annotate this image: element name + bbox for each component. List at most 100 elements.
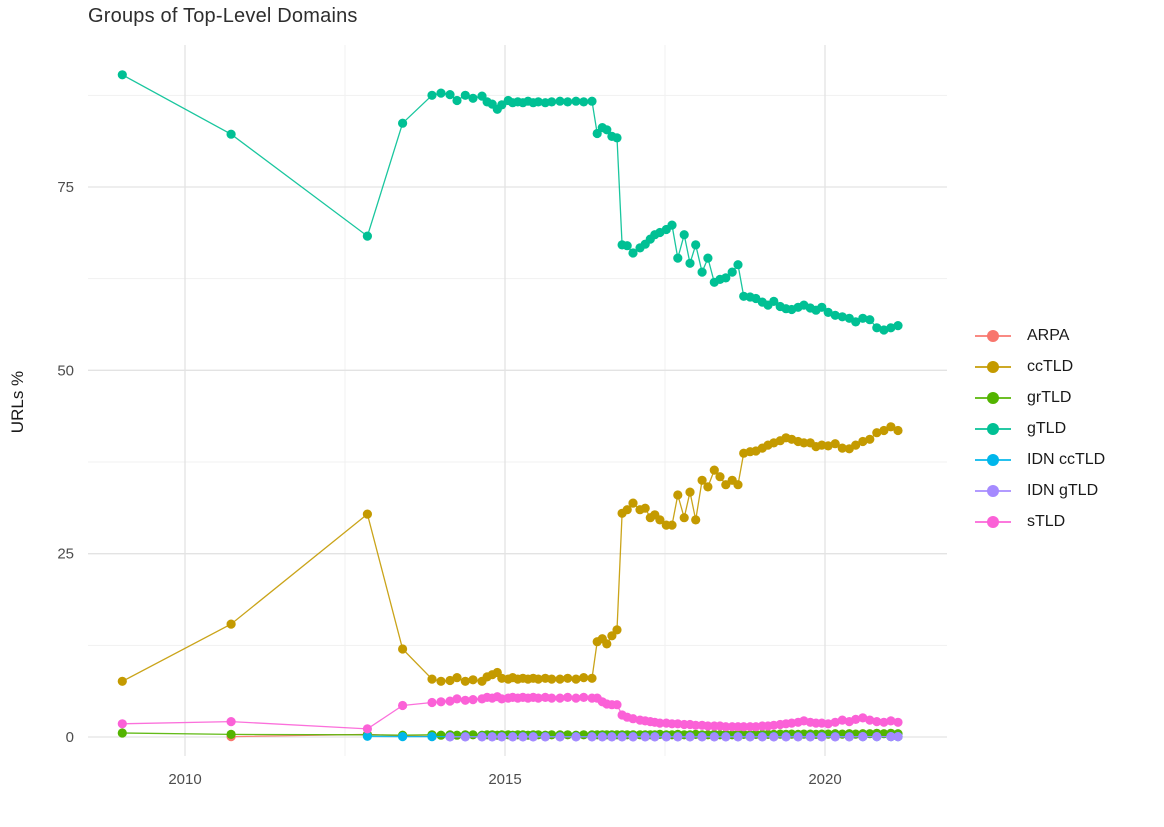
legend-key-icon xyxy=(975,453,1011,466)
data-point-idn-gtld xyxy=(477,732,487,742)
data-point-idn-gtld xyxy=(805,732,815,742)
data-point-cctld xyxy=(823,441,833,451)
data-point-idn-gtld xyxy=(607,732,617,742)
data-point-idn-gtld xyxy=(497,732,507,742)
data-point-cctld xyxy=(655,515,665,525)
data-point-stld xyxy=(879,717,889,727)
data-point-idn-gtld xyxy=(793,732,803,742)
legend-key-icon xyxy=(975,360,1011,373)
data-point-cctld xyxy=(226,619,236,629)
data-point-cctld xyxy=(555,674,565,684)
data-point-idn-gtld xyxy=(769,732,779,742)
data-point-gtld xyxy=(445,90,455,100)
data-point-grtld xyxy=(436,730,446,740)
x-tick-label: 2020 xyxy=(808,771,841,788)
legend-key-icon xyxy=(975,391,1011,404)
data-point-idn-gtld xyxy=(661,732,671,742)
data-point-stld xyxy=(226,717,236,727)
data-point-stld xyxy=(460,695,470,705)
data-point-gtld xyxy=(727,267,737,277)
data-point-idn-gtld xyxy=(597,732,607,742)
data-point-stld xyxy=(427,697,437,708)
data-point-cctld xyxy=(460,676,470,686)
data-point-cctld xyxy=(445,675,455,686)
data-point-cctld xyxy=(865,434,875,444)
data-point-cctld xyxy=(851,440,861,450)
data-point-stld xyxy=(893,717,903,727)
data-point-gtld xyxy=(579,97,589,107)
data-point-stld xyxy=(837,715,847,725)
data-point-idn-gtld xyxy=(487,732,497,742)
data-point-cctld xyxy=(872,428,882,438)
data-point-idn-gtld xyxy=(830,732,840,742)
data-point-gtld xyxy=(837,312,847,322)
data-point-gtld xyxy=(468,93,478,103)
data-point-idn-cctld xyxy=(362,731,372,741)
data-point-cctld xyxy=(533,674,543,684)
data-point-stld xyxy=(865,715,875,725)
data-point-gtld xyxy=(769,296,779,306)
legend-key-icon xyxy=(975,484,1011,497)
y-tick-label: 75 xyxy=(57,179,74,196)
data-point-idn-gtld xyxy=(587,732,597,742)
data-point-cctld xyxy=(602,639,612,649)
data-point-stld xyxy=(117,719,127,729)
data-point-gtld xyxy=(667,220,677,230)
data-point-gtld xyxy=(587,96,597,106)
data-point-cctld xyxy=(612,625,622,635)
data-point-idn-gtld xyxy=(540,732,550,742)
data-point-stld xyxy=(721,722,731,732)
data-point-idn-gtld xyxy=(709,732,719,742)
data-point-stld xyxy=(739,722,749,732)
legend-item-arpa: ARPA xyxy=(975,320,1105,351)
data-point-grtld xyxy=(117,728,127,738)
data-point-idn-gtld xyxy=(817,732,827,742)
x-tick-label: 2010 xyxy=(168,771,201,788)
legend-label: gTLD xyxy=(1027,419,1067,437)
data-point-cctld xyxy=(830,439,840,449)
data-point-cctld xyxy=(628,498,638,508)
data-point-cctld xyxy=(622,505,632,515)
data-point-gtld xyxy=(398,118,408,128)
data-point-idn-gtld xyxy=(872,732,882,742)
legend-key-icon xyxy=(975,422,1011,435)
data-point-gtld xyxy=(893,321,903,331)
data-point-gtld xyxy=(721,273,731,283)
chart-title: Groups of Top-Level Domains xyxy=(88,5,358,27)
data-point-gtld xyxy=(673,253,683,263)
data-point-grtld xyxy=(468,730,478,740)
data-point-cctld xyxy=(886,422,896,432)
data-point-cctld xyxy=(799,438,809,448)
y-tick-label: 50 xyxy=(57,362,74,379)
data-point-cctld xyxy=(879,425,889,436)
legend-key-icon xyxy=(975,515,1011,528)
data-point-cctld xyxy=(571,674,581,684)
data-point-cctld xyxy=(691,515,701,525)
data-point-stld xyxy=(571,693,581,703)
data-point-gtld xyxy=(879,325,889,335)
data-point-cctld xyxy=(685,487,695,497)
data-point-stld xyxy=(398,700,408,711)
data-point-cctld xyxy=(837,443,847,453)
data-point-stld xyxy=(612,700,622,710)
data-point-gtld xyxy=(602,125,612,135)
data-point-cctld xyxy=(563,673,573,683)
data-point-gtld xyxy=(628,248,638,258)
data-point-cctld xyxy=(703,482,713,492)
data-point-gtld xyxy=(886,323,896,333)
data-point-stld xyxy=(547,693,557,703)
data-point-stld xyxy=(468,695,478,705)
data-point-gtld xyxy=(571,96,581,106)
data-point-cctld xyxy=(673,490,683,500)
data-point-cctld xyxy=(893,425,903,436)
data-point-gtld xyxy=(117,70,127,80)
data-point-grtld xyxy=(563,730,573,740)
legend-label: ARPA xyxy=(1027,326,1070,344)
data-point-idn-gtld xyxy=(858,732,868,742)
legend-item-cctld: ccTLD xyxy=(975,351,1105,382)
data-point-idn-gtld xyxy=(445,732,455,742)
data-point-stld xyxy=(362,724,372,734)
legend-label: sTLD xyxy=(1027,512,1066,530)
data-point-cctld xyxy=(679,513,689,523)
